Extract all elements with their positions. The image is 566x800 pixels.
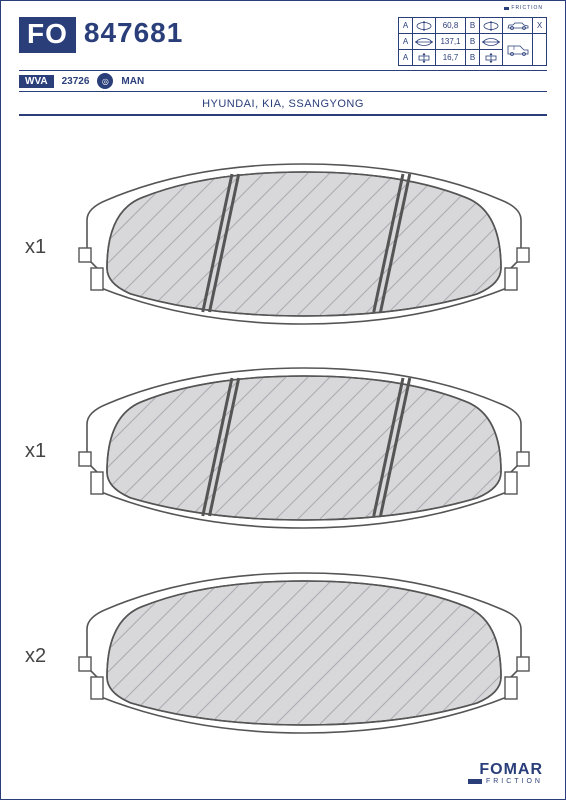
header-top: FO 847681 A 60,8 B X (19, 17, 547, 66)
part-number: 847681 (84, 17, 398, 49)
header: FO 847681 A 60,8 B X (19, 17, 547, 116)
dim-label-b: B (466, 18, 480, 34)
dim-value: 60,8 (436, 18, 466, 34)
width-icon (480, 34, 503, 50)
van-icon (503, 34, 533, 66)
dim-value: 16,7 (436, 50, 466, 66)
brake-pad-diagram (67, 160, 541, 335)
pad-quantity: x2 (25, 645, 59, 668)
wva-badge: WVA (19, 75, 54, 88)
wva-number: 23726 (62, 76, 90, 87)
dim-label-b: B (466, 34, 480, 50)
pad-diagrams: x1 x1 x2 (19, 116, 547, 783)
table-row: A 60,8 B X (399, 18, 547, 34)
page: FRICTION FO 847681 A 60,8 B (0, 0, 566, 800)
dim-label-b: B (466, 50, 480, 66)
dim-label: A (399, 18, 413, 34)
brand-name: FOMAR (468, 762, 543, 778)
dim-label: A (399, 50, 413, 66)
pad-row: x1 (25, 364, 541, 539)
pad-row: x2 (25, 569, 541, 744)
footer-brand: FOMAR FRICTION (468, 762, 543, 785)
thickness-icon (413, 50, 436, 66)
header-wva-row: WVA 23726 ◎ MAN (19, 70, 547, 92)
pad-quantity: x1 (25, 440, 59, 463)
height-icon (413, 18, 436, 34)
brand-sub: FRICTION (468, 778, 543, 785)
brake-pad-diagram (67, 569, 541, 744)
dimension-table: A 60,8 B X A (398, 17, 547, 66)
disc-icon: ◎ (97, 73, 113, 89)
dim-label: A (399, 34, 413, 50)
thickness-icon (480, 50, 503, 66)
top-brand-mark: FRICTION (504, 5, 543, 11)
width-icon (413, 34, 436, 50)
empty-cell (533, 34, 547, 66)
fo-badge: FO (19, 17, 76, 53)
vehicle-makes: HYUNDAI, KIA, SSANGYONG (19, 92, 547, 116)
brand-bar-icon (468, 779, 482, 784)
height-icon (480, 18, 503, 34)
dim-value: 137,1 (436, 34, 466, 50)
brake-pad-diagram (67, 364, 541, 539)
car-icon (503, 18, 533, 34)
brand-sub-text: FRICTION (486, 778, 543, 785)
pad-quantity: x1 (25, 236, 59, 259)
pad-row: x1 (25, 160, 541, 335)
position-x: X (533, 18, 547, 34)
man-label: MAN (121, 76, 144, 87)
table-row: A 137,1 B (399, 34, 547, 50)
